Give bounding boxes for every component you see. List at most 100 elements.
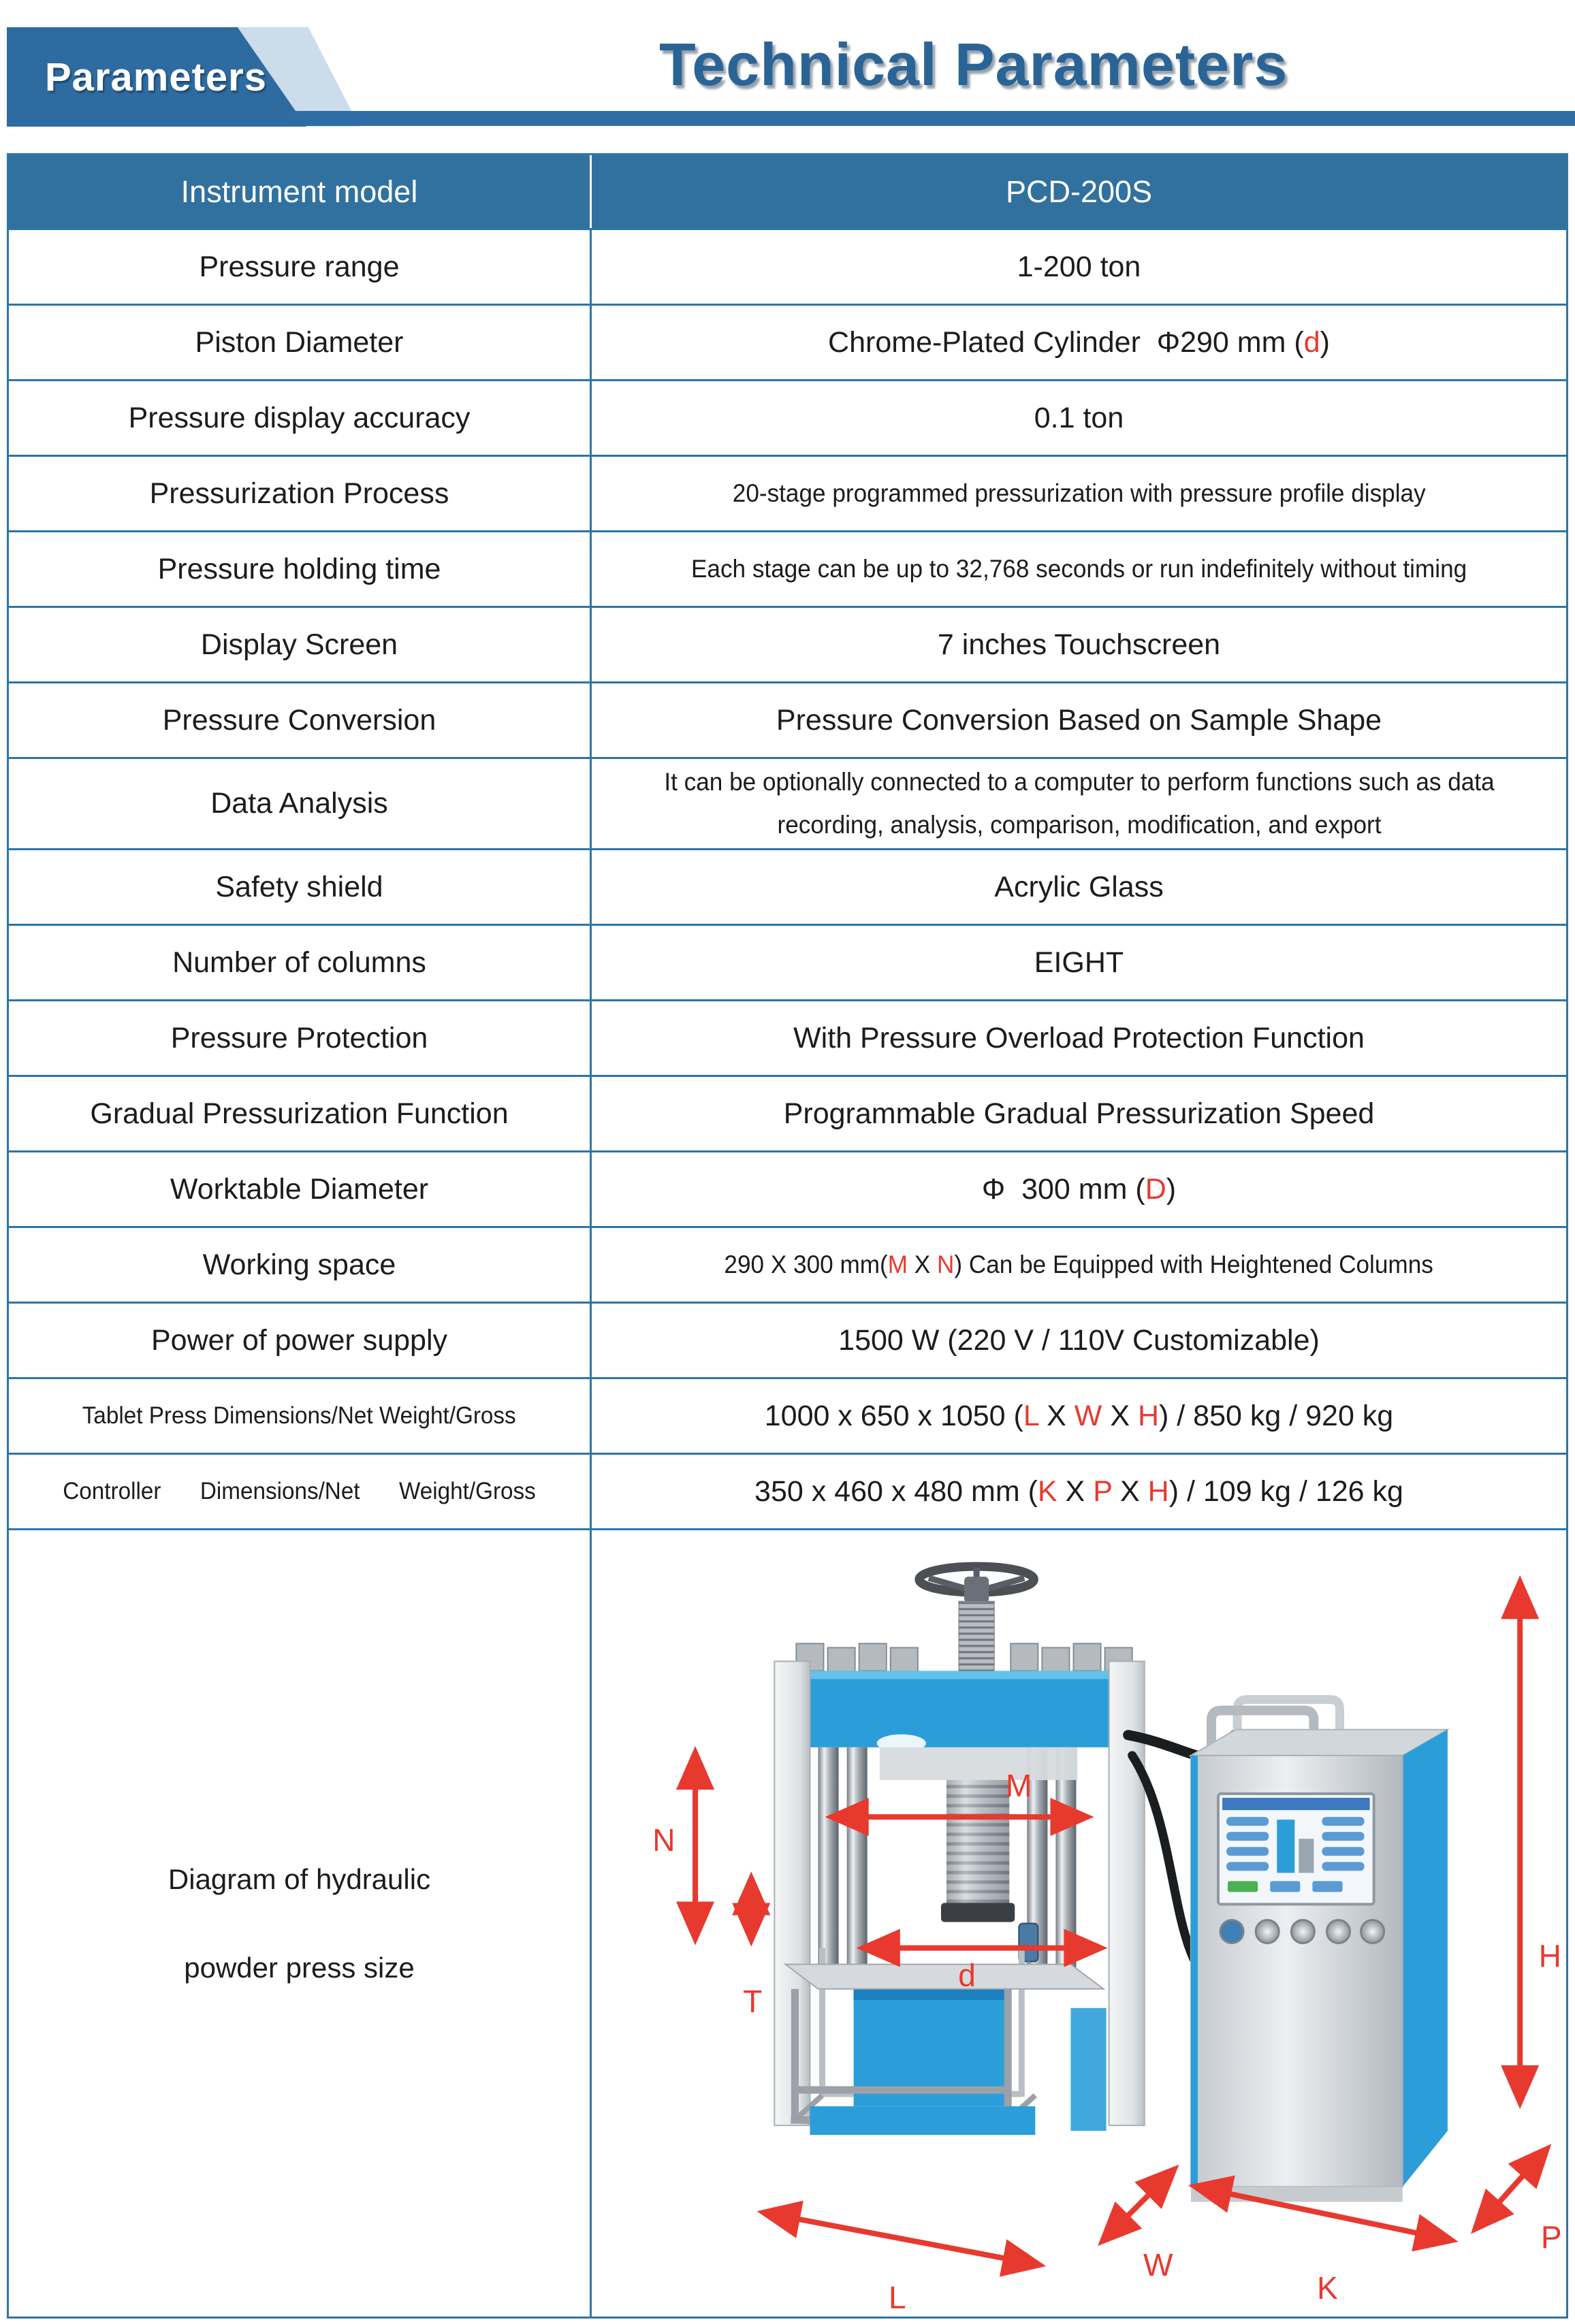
param-value: Φ 300 mm (D) (982, 1170, 1176, 1209)
table-row: Controller Dimensions/Net Weight/Gross 35… (9, 1455, 1566, 1530)
value-text: 1-200 ton (1017, 250, 1141, 283)
param-value-cell: 1-200 ton (592, 230, 1566, 304)
red-dimension-letter: D (1145, 1172, 1166, 1206)
diagram-label-line1: Diagram of hydraulic (168, 1862, 431, 1895)
param-value-cell: Φ 300 mm (D) (592, 1152, 1566, 1226)
dim-n-label: N (652, 1822, 675, 1858)
lead-screw (958, 1600, 995, 1672)
dimension-arrows (675, 1575, 1552, 2277)
value-text: With Pressure Overload Protection Functi… (793, 1021, 1365, 1054)
param-label-cell: Data Analysis (9, 759, 592, 848)
red-dimension-letter: L (1023, 1399, 1039, 1432)
value-text: ) / 850 kg / 920 kg (1159, 1399, 1394, 1432)
value-text: Acrylic Glass (994, 870, 1164, 903)
param-value-cell: 290 X 300 mm(M X N) Can be Equipped with… (592, 1228, 1566, 1302)
value-text: 0.1 ton (1034, 401, 1124, 434)
param-value-cell: Each stage can be up to 32,768 seconds o… (592, 532, 1566, 606)
value-text: 1000 x 650 x 1050 ( (764, 1399, 1023, 1432)
red-dimension-letter: N (937, 1250, 955, 1278)
param-label-cell: Display Screen (9, 608, 592, 681)
param-label: Gradual Pressurization Function (90, 1097, 509, 1130)
instrument-model-header-cell: Instrument model (9, 155, 592, 228)
value-text: ) (1320, 325, 1330, 359)
model-value-header-cell: PCD-200S (592, 155, 1566, 228)
dim-k-label: K (1317, 2270, 1338, 2306)
dim-l-arrow (757, 2200, 1047, 2277)
param-value: 290 X 300 mm(M X N) Can be Equipped with… (725, 1248, 1433, 1282)
table-row: Pressure Protection With Pressure Overloa… (9, 1001, 1566, 1077)
dim-h-label: H (1539, 1939, 1561, 1974)
dim-t-label: T (743, 1984, 762, 2019)
piston-cylinder (940, 1779, 1015, 1922)
param-label: Safety shield (215, 870, 383, 903)
param-label: Display Screen (200, 628, 398, 661)
ram-plate (879, 1747, 1078, 1780)
table-row: Number of columns EIGHT (9, 926, 1566, 1001)
handle-front (1206, 1705, 1319, 1756)
param-value: 7 inches Touchscreen (938, 626, 1220, 664)
param-value-cell: 7 inches Touchscreen (592, 608, 1566, 681)
controller-lid (1188, 1728, 1450, 1756)
table-row: Pressure Conversion Pressure Conversion B… (9, 683, 1566, 759)
dim-p-arrow (1470, 2144, 1552, 2234)
value-text: 350 x 460 x 480 mm ( (754, 1474, 1038, 1508)
param-label-cell: Piston Diameter (9, 306, 592, 379)
param-value: 0.1 ton (1034, 399, 1124, 438)
red-dimension-letter: H (1137, 1399, 1160, 1432)
table-row: Data Analysis It can be optionally connec… (9, 759, 1566, 850)
dim-l-label: L (889, 2280, 906, 2315)
param-value: Programmable Gradual Pressurization Spee… (784, 1095, 1375, 1133)
table-row: Safety shield Acrylic Glass (9, 850, 1566, 926)
value-text: Chrome-Plated Cylinder Φ290 mm ( (828, 325, 1304, 359)
diagram-label-line2: powder press size (184, 1951, 415, 1984)
value-text: ) / 109 kg / 126 kg (1168, 1474, 1403, 1508)
value-text: Programmable Gradual Pressurization Spee… (783, 1097, 1375, 1130)
table-row: Pressure range 1-200 ton (9, 230, 1566, 306)
diagram-row: Diagram of hydraulic powder press size (9, 1530, 1566, 2317)
handle-back (1232, 1695, 1345, 1743)
parameters-table: Instrument model PCD-200S Pressure range… (7, 153, 1568, 2319)
dimension-labels: N T M d H W P K L (652, 1768, 1561, 2315)
param-label: Pressure Conversion (162, 703, 436, 737)
param-value-cell: With Pressure Overload Protection Functi… (592, 1001, 1566, 1075)
param-value-cell: 1500 W (220 V / 110V Customizable) (592, 1304, 1566, 1377)
value-text: EIGHT (1034, 946, 1124, 979)
param-value-cell: Acrylic Glass (592, 850, 1566, 924)
value-text: ) Can be Equipped with Heightened Column… (954, 1250, 1434, 1278)
controller-illustration (1188, 1695, 1450, 2202)
param-label: Power of power supply (151, 1323, 447, 1357)
model-number: PCD-200S (1005, 174, 1153, 209)
dim-p-label: P (1541, 2220, 1562, 2255)
dim-w-label: W (1143, 2247, 1173, 2282)
parameters-table-rows: Pressure range 1-200 ton Piston Diameter Ch… (9, 230, 1566, 1530)
dim-d-label: d (958, 1958, 976, 1993)
param-label-cell: Working space (9, 1228, 592, 1302)
value-text: X (908, 1250, 938, 1278)
param-value: It can be optionally connected to a comp… (662, 761, 1497, 847)
param-label: Worktable Diameter (170, 1172, 429, 1206)
param-value: Acrylic Glass (994, 868, 1163, 907)
param-value-cell: 1000 x 650 x 1050 (L X W X H) / 850 kg /… (592, 1379, 1566, 1453)
param-label: Pressurization Process (149, 477, 449, 510)
value-text: 1500 W (220 V / 110V Customizable) (838, 1323, 1320, 1357)
param-label: Pressure holding time (157, 552, 441, 585)
param-label: Number of columns (172, 946, 426, 979)
parameters-tab-label: Parameters (45, 54, 267, 99)
param-value-cell: Chrome-Plated Cylinder Φ290 mm (d) (592, 306, 1566, 379)
param-label-cell: Pressure Conversion (9, 683, 592, 757)
param-value: EIGHT (1034, 943, 1124, 982)
red-dimension-letter: P (1093, 1474, 1113, 1508)
value-text: X (1102, 1399, 1138, 1432)
header-rule (289, 111, 1575, 126)
table-row: Gradual Pressurization Function Programma… (9, 1077, 1566, 1152)
value-text: X (1057, 1474, 1094, 1508)
value-text: 7 inches Touchscreen (937, 628, 1221, 661)
red-dimension-letter: d (1303, 325, 1320, 359)
press-machine-illustration (774, 1562, 1240, 2135)
table-row: Working space 290 X 300 mm(M X N) Can be … (9, 1228, 1566, 1304)
param-value: With Pressure Overload Protection Functi… (793, 1019, 1365, 1058)
controller-knobs (1219, 1918, 1386, 1945)
table-row: Tablet Press Dimensions/Net Weight/Gross… (9, 1379, 1566, 1455)
top-beam (806, 1671, 1127, 1747)
param-value: 350 x 460 x 480 mm (K X P X H) / 109 kg … (754, 1472, 1403, 1511)
